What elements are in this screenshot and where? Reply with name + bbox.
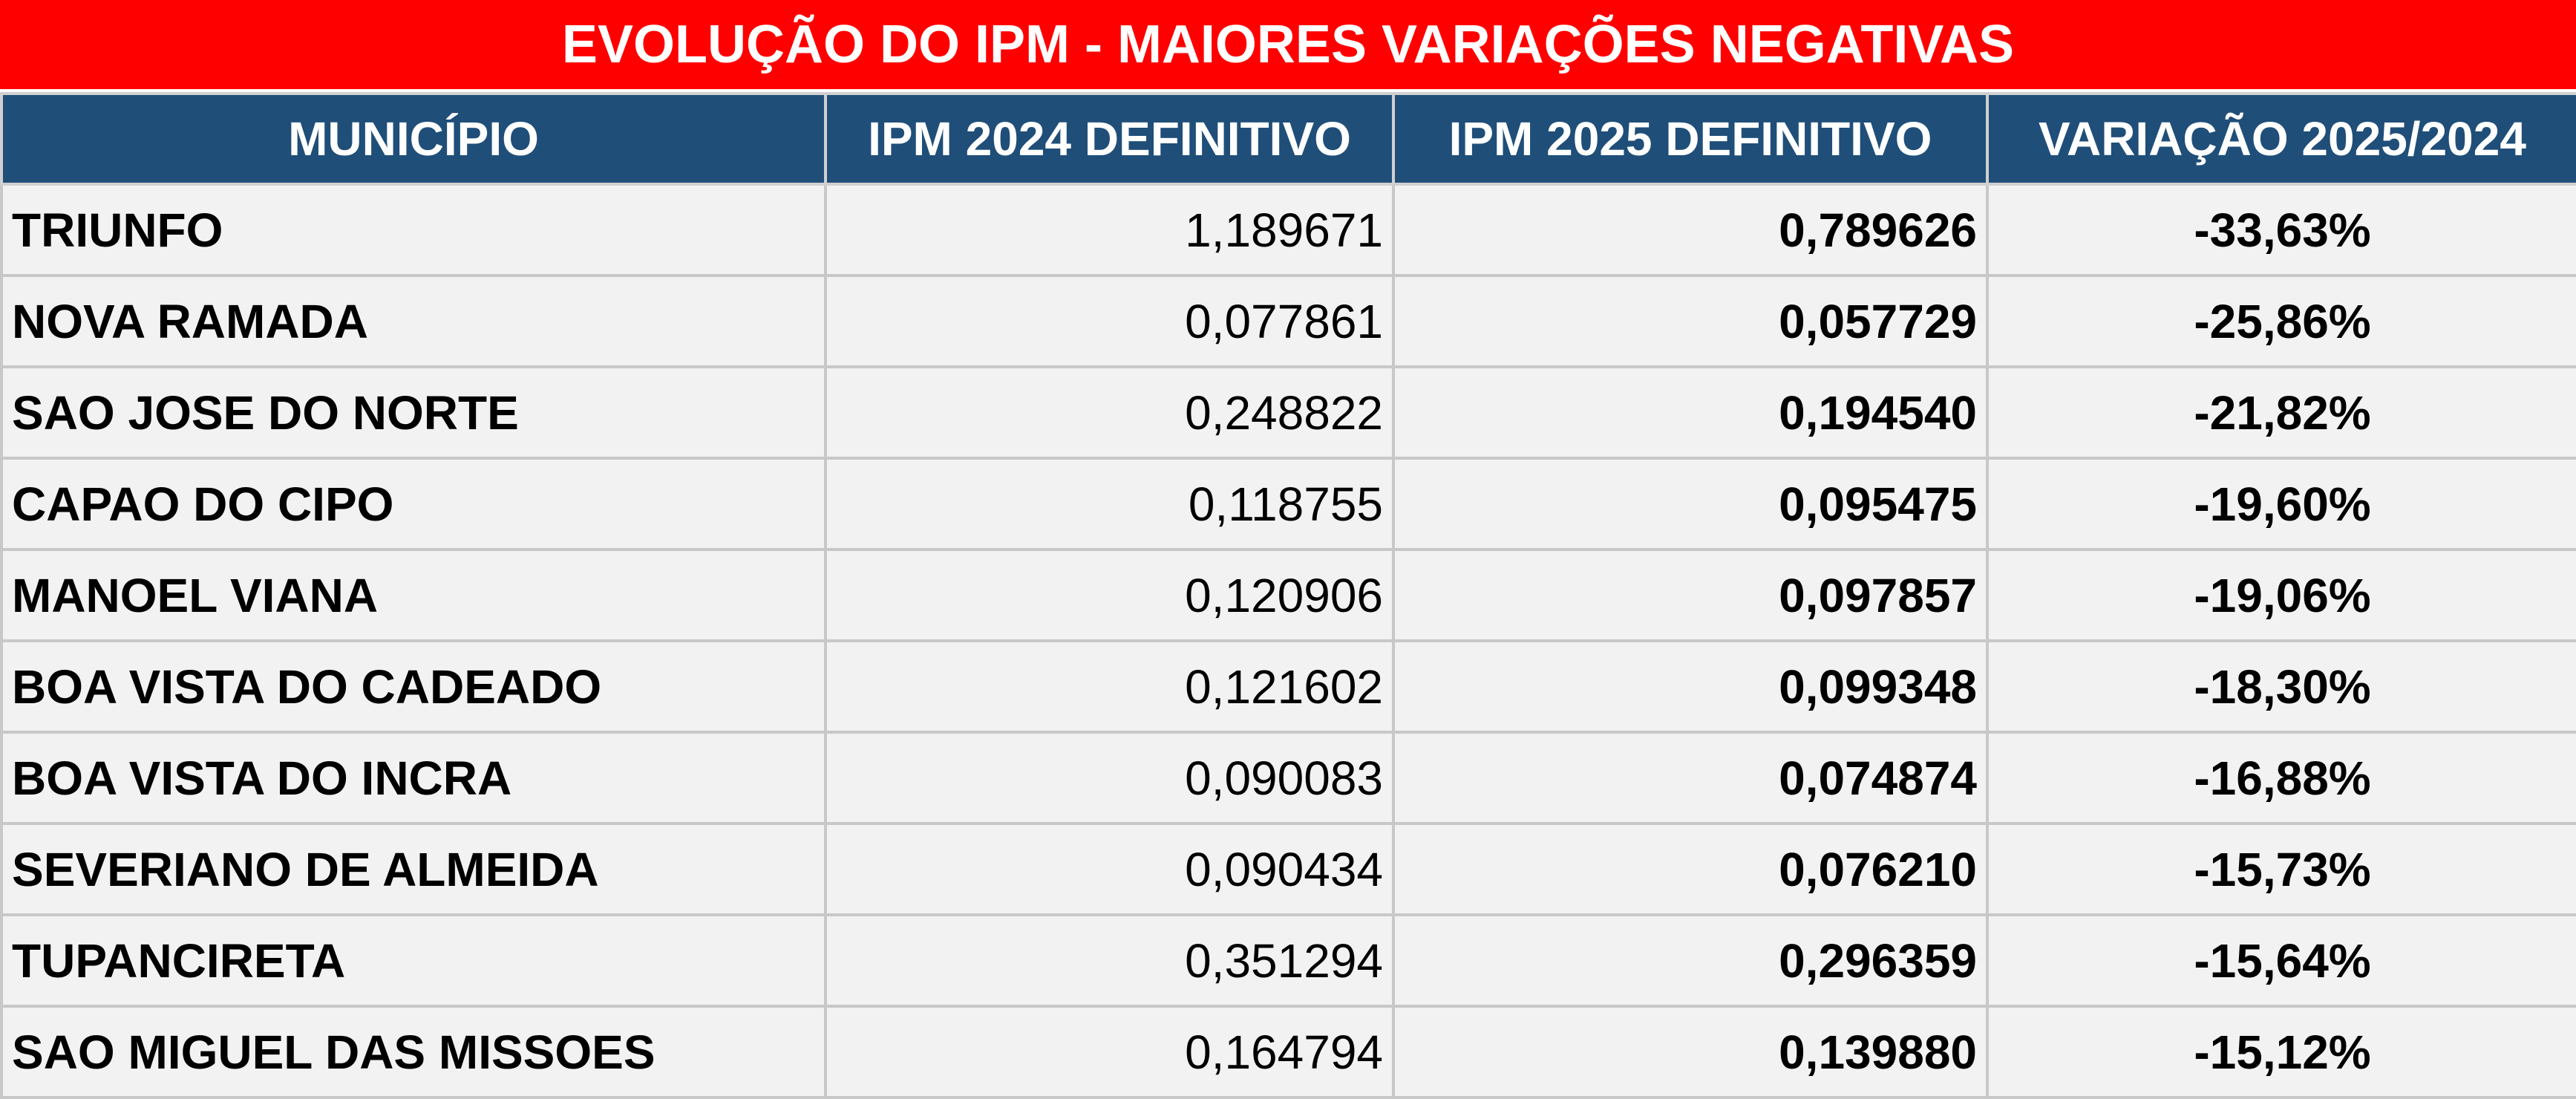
- table-row: MANOEL VIANA 0,120906 0,097857 -19,06%: [0, 548, 2576, 642]
- cell-ipm-2024[interactable]: 0,077861: [824, 274, 1395, 368]
- cell-ipm-2024[interactable]: 0,090434: [824, 822, 1395, 916]
- cell-variacao[interactable]: -18,30%: [1986, 639, 2576, 734]
- table-body: TRIUNFO 1,189671 0,789626 -33,63% NOVA R…: [0, 183, 2576, 1099]
- cell-ipm-2024[interactable]: 1,189671: [824, 183, 1395, 277]
- table-row: BOA VISTA DO CADEADO 0,121602 0,099348 -…: [0, 639, 2576, 734]
- cell-ipm-2025[interactable]: 0,095475: [1392, 457, 1989, 551]
- cell-municipio[interactable]: CAPAO DO CIPO: [0, 457, 827, 551]
- cell-variacao[interactable]: -19,06%: [1986, 548, 2576, 642]
- cell-variacao[interactable]: -25,86%: [1986, 274, 2576, 368]
- cell-ipm-2024[interactable]: 0,090083: [824, 731, 1395, 825]
- table-row: TRIUNFO 1,189671 0,789626 -33,63%: [0, 183, 2576, 277]
- cell-ipm-2024[interactable]: 0,248822: [824, 365, 1395, 460]
- cell-municipio[interactable]: BOA VISTA DO CADEADO: [0, 639, 827, 734]
- cell-ipm-2025[interactable]: 0,074874: [1392, 731, 1989, 825]
- table-title: EVOLUÇÃO DO IPM - MAIORES VARIAÇÕES NEGA…: [0, 0, 2576, 92]
- cell-municipio[interactable]: BOA VISTA DO INCRA: [0, 731, 827, 825]
- table-row: SAO MIGUEL DAS MISSOES 0,164794 0,139880…: [0, 1005, 2576, 1099]
- column-header-ipm-2025[interactable]: IPM 2025 DEFINITIVO: [1392, 92, 1989, 186]
- table-row: CAPAO DO CIPO 0,118755 0,095475 -19,60%: [0, 457, 2576, 551]
- cell-municipio[interactable]: NOVA RAMADA: [0, 274, 827, 368]
- cell-ipm-2025[interactable]: 0,789626: [1392, 183, 1989, 277]
- table-row: BOA VISTA DO INCRA 0,090083 0,074874 -16…: [0, 731, 2576, 825]
- table-row: NOVA RAMADA 0,077861 0,057729 -25,86%: [0, 274, 2576, 368]
- cell-ipm-2025[interactable]: 0,057729: [1392, 274, 1989, 368]
- cell-variacao[interactable]: -19,60%: [1986, 457, 2576, 551]
- cell-variacao[interactable]: -15,64%: [1986, 913, 2576, 1008]
- table-header: MUNICÍPIO IPM 2024 DEFINITIVO IPM 2025 D…: [0, 92, 2576, 186]
- cell-municipio[interactable]: TRIUNFO: [0, 183, 827, 277]
- cell-municipio[interactable]: TUPANCIRETA: [0, 913, 827, 1008]
- cell-ipm-2024[interactable]: 0,120906: [824, 548, 1395, 642]
- table-row: SAO JOSE DO NORTE 0,248822 0,194540 -21,…: [0, 365, 2576, 460]
- cell-ipm-2024[interactable]: 0,351294: [824, 913, 1395, 1008]
- column-header-municipio[interactable]: MUNICÍPIO: [0, 92, 827, 186]
- cell-ipm-2025[interactable]: 0,099348: [1392, 639, 1989, 734]
- cell-variacao[interactable]: -15,12%: [1986, 1005, 2576, 1099]
- cell-municipio[interactable]: SAO MIGUEL DAS MISSOES: [0, 1005, 827, 1099]
- column-header-ipm-2024[interactable]: IPM 2024 DEFINITIVO: [824, 92, 1395, 186]
- ipm-table: MUNICÍPIO IPM 2024 DEFINITIVO IPM 2025 D…: [0, 92, 2576, 1099]
- cell-variacao[interactable]: -33,63%: [1986, 183, 2576, 277]
- cell-municipio[interactable]: SEVERIANO DE ALMEIDA: [0, 822, 827, 916]
- cell-ipm-2024[interactable]: 0,121602: [824, 639, 1395, 734]
- cell-municipio[interactable]: SAO JOSE DO NORTE: [0, 365, 827, 460]
- cell-ipm-2025[interactable]: 0,097857: [1392, 548, 1989, 642]
- cell-ipm-2024[interactable]: 0,164794: [824, 1005, 1395, 1099]
- cell-variacao[interactable]: -15,73%: [1986, 822, 2576, 916]
- header-row: MUNICÍPIO IPM 2024 DEFINITIVO IPM 2025 D…: [0, 92, 2576, 186]
- cell-ipm-2025[interactable]: 0,296359: [1392, 913, 1989, 1008]
- table-row: TUPANCIRETA 0,351294 0,296359 -15,64%: [0, 913, 2576, 1008]
- cell-ipm-2024[interactable]: 0,118755: [824, 457, 1395, 551]
- cell-municipio[interactable]: MANOEL VIANA: [0, 548, 827, 642]
- cell-ipm-2025[interactable]: 0,194540: [1392, 365, 1989, 460]
- cell-ipm-2025[interactable]: 0,076210: [1392, 822, 1989, 916]
- table-row: SEVERIANO DE ALMEIDA 0,090434 0,076210 -…: [0, 822, 2576, 916]
- cell-ipm-2025[interactable]: 0,139880: [1392, 1005, 1989, 1099]
- cell-variacao[interactable]: -21,82%: [1986, 365, 2576, 460]
- cell-variacao[interactable]: -16,88%: [1986, 731, 2576, 825]
- column-header-variacao[interactable]: VARIAÇÃO 2025/2024: [1986, 92, 2576, 186]
